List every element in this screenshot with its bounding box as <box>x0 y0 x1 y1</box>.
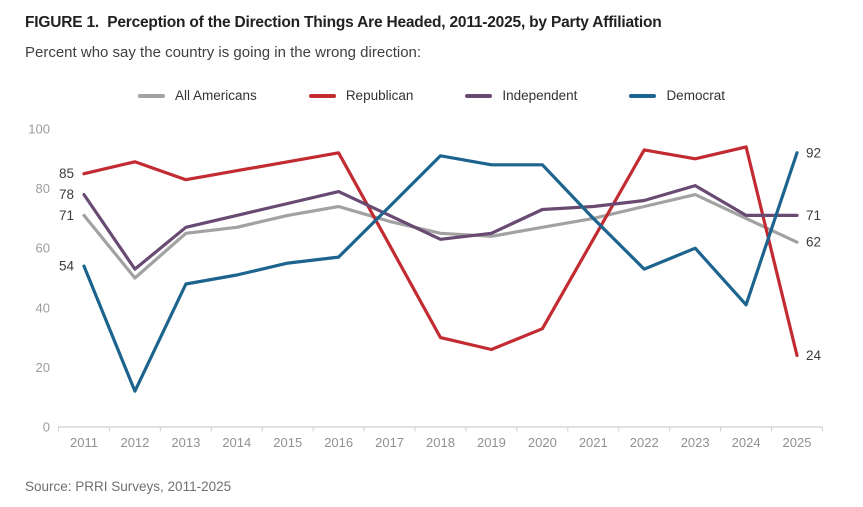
x-axis-year-label: 2021 <box>579 435 608 450</box>
y-axis-tick-label: 100 <box>28 122 50 137</box>
x-axis-year-label: 2012 <box>120 435 149 450</box>
x-axis-year-label: 2022 <box>630 435 659 450</box>
y-axis-tick-label: 40 <box>36 300 50 315</box>
figure-title: FIGURE 1. Perception of the Direction Th… <box>25 14 662 31</box>
x-axis-year-label: 2023 <box>681 435 710 450</box>
legend: All Americans Republican Independent Democr… <box>0 88 863 103</box>
series-line-democrat <box>82 151 799 393</box>
figure-subtitle: Percent who say the country is going in … <box>25 44 422 61</box>
y-axis-tick-label: 20 <box>36 360 50 375</box>
legend-swatch-icon <box>138 93 166 98</box>
start-value-label: 78 <box>59 187 74 202</box>
series-line-independent <box>82 184 799 271</box>
start-value-label: 54 <box>59 259 75 274</box>
x-axis-year-label: 2025 <box>783 435 812 450</box>
legend-item-democrat: Democrat <box>629 88 725 103</box>
y-axis-tick-label: 80 <box>36 181 50 196</box>
x-axis-year-label: 2019 <box>477 435 506 450</box>
legend-label: Independent <box>502 88 578 103</box>
legend-item-all-americans: All Americans <box>138 88 257 103</box>
legend-swatch-icon <box>465 93 493 98</box>
series-line-republican <box>82 145 799 358</box>
end-value-label: 92 <box>806 145 821 160</box>
x-axis-year-label: 2018 <box>426 435 455 450</box>
x-axis-year-label: 2013 <box>171 435 200 450</box>
legend-swatch-icon <box>308 93 336 98</box>
end-value-label: 62 <box>806 235 821 250</box>
y-axis-tick-label: 0 <box>43 420 50 435</box>
x-axis-year-label: 2020 <box>528 435 557 450</box>
legend-item-republican: Republican <box>308 88 414 103</box>
x-axis-year-label: 2014 <box>222 435 251 450</box>
legend-item-independent: Independent <box>465 88 577 103</box>
x-axis-year-label: 2015 <box>273 435 302 450</box>
x-axis-year-label: 2016 <box>324 435 353 450</box>
series-line-all-americans <box>82 193 799 280</box>
legend-swatch-icon <box>629 93 657 98</box>
y-axis-tick-label: 60 <box>36 241 50 256</box>
end-value-label: 71 <box>806 208 821 223</box>
x-axis-year-label: 2024 <box>732 435 761 450</box>
start-value-label: 85 <box>59 166 74 181</box>
legend-label: Democrat <box>666 88 725 103</box>
x-axis-year-label: 2011 <box>70 435 98 450</box>
source-note: Source: PRRI Surveys, 2011-2025 <box>25 479 232 494</box>
legend-label: All Americans <box>175 88 257 103</box>
legend-label: Republican <box>345 88 414 103</box>
x-axis-year-label: 2017 <box>375 435 404 450</box>
start-value-label: 71 <box>59 208 74 223</box>
end-value-label: 24 <box>806 348 822 363</box>
